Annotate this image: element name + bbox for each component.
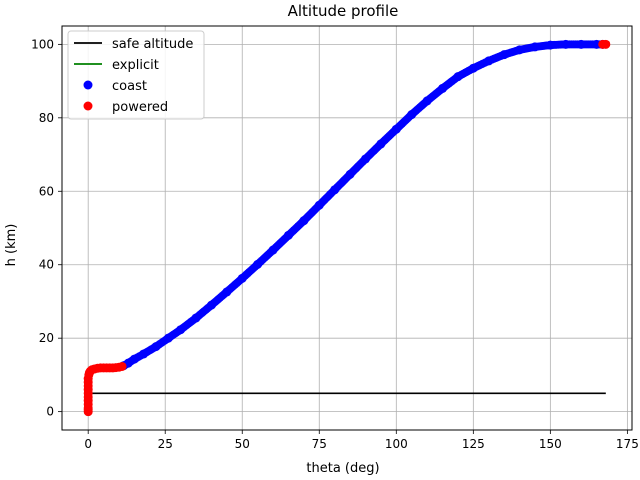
coast-series: [119, 39, 608, 371]
legend-label-coast: coast: [112, 79, 147, 94]
chart-title: Altitude profile: [288, 2, 399, 20]
powered-series: [83, 39, 611, 417]
coast-point: [314, 200, 324, 210]
legend-swatch-powered: [83, 101, 93, 111]
x-tick-label: 75: [312, 437, 327, 451]
coast-point: [422, 96, 432, 106]
axis-ticks: 0 25 50 75 100 125 150 175 0 20 40 60 80 100: [31, 37, 639, 451]
x-tick-label: 0: [84, 437, 92, 451]
coast-point: [592, 39, 602, 49]
x-tick-label: 175: [616, 437, 639, 451]
coast-point: [330, 185, 340, 195]
coast-point: [268, 245, 278, 255]
plot-area-frame: [61, 25, 633, 431]
legend-label-safe-altitude: safe altitude: [112, 37, 193, 52]
coast-point: [283, 230, 293, 240]
grid: [62, 26, 632, 430]
coast-point: [468, 63, 478, 73]
x-tick-label: 125: [462, 437, 485, 451]
coast-point: [151, 342, 161, 352]
coast-point: [515, 45, 525, 55]
plot-series: [83, 39, 611, 417]
coast-point: [438, 83, 448, 93]
coast-point: [545, 40, 555, 50]
y-tick-label: 60: [39, 184, 54, 198]
x-tick-label: 50: [235, 437, 250, 451]
x-axis-label: theta (deg): [306, 461, 379, 476]
x-tick-label: 25: [158, 437, 173, 451]
coast-point: [129, 354, 139, 364]
x-tick-label: 150: [539, 437, 562, 451]
legend-swatch-coast: [83, 80, 93, 90]
legend-box: [67, 30, 205, 120]
coast-point: [163, 333, 173, 343]
legend: safe altitude explicit coast powered: [67, 30, 205, 120]
x-tick-label: 100: [385, 437, 408, 451]
coast-point: [391, 124, 401, 134]
y-tick-label: 40: [39, 258, 54, 272]
coast-point: [561, 39, 571, 49]
y-tick-label: 0: [46, 405, 54, 419]
y-tick-label: 80: [39, 111, 54, 125]
coast-point: [222, 287, 232, 297]
legend-label-powered: powered: [112, 100, 168, 115]
coast-point: [453, 72, 463, 82]
coast-point: [345, 169, 355, 179]
coast-point: [407, 110, 417, 120]
coast-point: [191, 313, 201, 323]
coast-point: [139, 349, 149, 359]
coast-point: [253, 259, 263, 269]
coast-point: [176, 325, 186, 335]
y-tick-label: 100: [31, 37, 54, 51]
coast-point: [530, 42, 540, 52]
y-tick-label: 20: [39, 331, 54, 345]
coast-point: [237, 273, 247, 283]
coast-point: [576, 39, 586, 49]
coast-point: [499, 50, 509, 60]
coast-point: [299, 216, 309, 226]
powered-point: [601, 39, 611, 49]
y-axis-label: h (km): [4, 224, 19, 267]
legend-label-explicit: explicit: [112, 58, 159, 73]
coast-point: [206, 300, 216, 310]
powered-point: [117, 361, 127, 371]
coast-point: [484, 56, 494, 66]
coast-point: [376, 139, 386, 149]
coast-point: [360, 154, 370, 164]
